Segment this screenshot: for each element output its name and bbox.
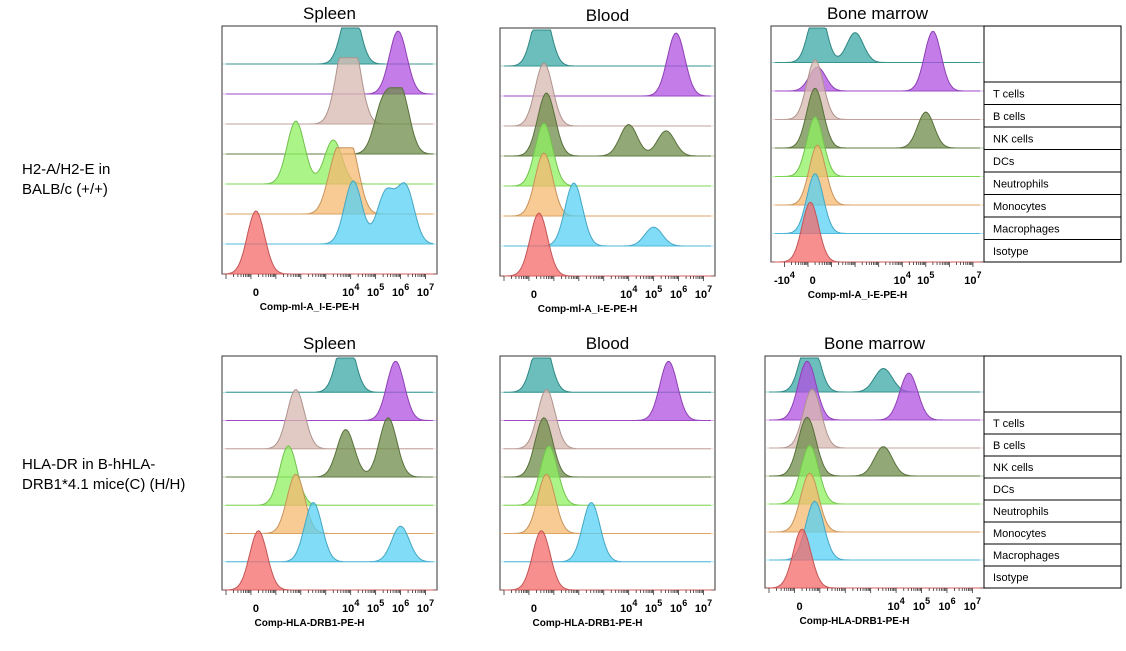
- legend-item: Neutrophils: [993, 506, 1049, 518]
- histogram-isotype: [775, 201, 980, 263]
- legend-table: [983, 355, 1122, 589]
- legend-item: B cells: [993, 111, 1026, 123]
- legend-item: Macrophages: [993, 223, 1060, 235]
- tick-label: 106: [670, 598, 687, 615]
- legend-item: Macrophages: [993, 550, 1060, 562]
- tick-label: -104: [774, 270, 795, 287]
- tick-label: 104: [887, 596, 904, 613]
- histogram-dcs: [226, 417, 433, 478]
- panel-title: Spleen: [303, 334, 356, 353]
- panel-title: Spleen: [303, 4, 356, 23]
- legend-item: Monocytes: [993, 201, 1047, 213]
- row-label-mouse: H2-A/H2-E in BALB/c (+/+): [22, 160, 110, 200]
- tick-label: 107: [417, 598, 434, 615]
- tick-label: 107: [417, 282, 434, 299]
- tick-label: 105: [645, 598, 662, 615]
- tick-label: 0: [810, 275, 816, 287]
- histogram-isotype: [504, 212, 711, 277]
- tick-label: 105: [917, 270, 934, 287]
- legend-item: B cells: [993, 440, 1026, 452]
- row-label-mouse-line1: H2-A/H2-E in: [22, 161, 111, 178]
- tick-label: 107: [695, 284, 712, 301]
- legend-item: NK cells: [993, 133, 1034, 145]
- panel-title: Bone marrow: [827, 4, 929, 23]
- panel-title: Blood: [586, 334, 629, 353]
- tick-label: 106: [670, 284, 687, 301]
- histogram-t-cells: [503, 357, 711, 393]
- x-axis-title: Comp-HLA-DRB1-PE-H: [255, 618, 365, 629]
- x-axis-title: Comp-ml-A_I-E-PE-H: [260, 302, 359, 313]
- tick-label: 107: [964, 596, 981, 613]
- legend-item: NK cells: [993, 462, 1034, 474]
- legend-item: Monocytes: [993, 528, 1047, 540]
- tick-label: 104: [342, 282, 359, 299]
- histogram-monocytes: [226, 473, 433, 534]
- tick-label: 0: [253, 603, 259, 615]
- legend-item: DCs: [993, 156, 1015, 168]
- legend-item: T cells: [993, 418, 1025, 430]
- tick-label: 104: [894, 270, 911, 287]
- legend-item: Isotype: [993, 246, 1028, 258]
- tick-label: 104: [620, 598, 637, 615]
- tick-label: 106: [392, 598, 409, 615]
- row-label-human: HLA-DR in B-hHLA- DRB1*4.1 mice(C) (H/H): [22, 455, 185, 495]
- legend-item: T cells: [993, 88, 1025, 100]
- tick-label: 107: [695, 598, 712, 615]
- tick-label: 106: [938, 596, 955, 613]
- legend-table: [983, 25, 1122, 263]
- tick-label: 105: [913, 596, 930, 613]
- legend-item: Neutrophils: [993, 178, 1049, 190]
- x-axis-title: Comp-ml-A_I-E-PE-H: [808, 290, 907, 301]
- tick-label: 0: [531, 289, 537, 301]
- tick-label: 106: [392, 282, 409, 299]
- row-label-mouse-line2: BALB/c (+/+): [22, 181, 108, 198]
- legend-item: Isotype: [993, 572, 1028, 584]
- x-axis-title: Comp-HLA-DRB1-PE-H: [533, 618, 643, 629]
- tick-label: 105: [367, 598, 384, 615]
- legend-item: DCs: [993, 484, 1015, 496]
- panel-title: Bone marrow: [824, 334, 926, 353]
- row-label-human-line1: HLA-DR in B-hHLA-: [22, 456, 156, 473]
- x-axis-title: Comp-ml-A_I-E-PE-H: [538, 304, 637, 315]
- histogram-dcs: [504, 92, 711, 157]
- tick-label: 0: [796, 601, 802, 613]
- tick-label: 0: [253, 287, 259, 299]
- histogram-isotype: [768, 528, 980, 589]
- tick-label: 107: [964, 270, 981, 287]
- histogram-t-cells: [775, 27, 980, 63]
- row-label-human-line2: DRB1*4.1 mice(C) (H/H): [22, 476, 186, 493]
- x-axis-title: Comp-HLA-DRB1-PE-H: [800, 616, 910, 627]
- tick-label: 105: [645, 284, 662, 301]
- tick-label: 104: [342, 598, 359, 615]
- tick-label: 104: [620, 284, 637, 301]
- tick-label: 105: [367, 282, 384, 299]
- panel-title: Blood: [586, 6, 629, 25]
- tick-label: 0: [531, 603, 537, 615]
